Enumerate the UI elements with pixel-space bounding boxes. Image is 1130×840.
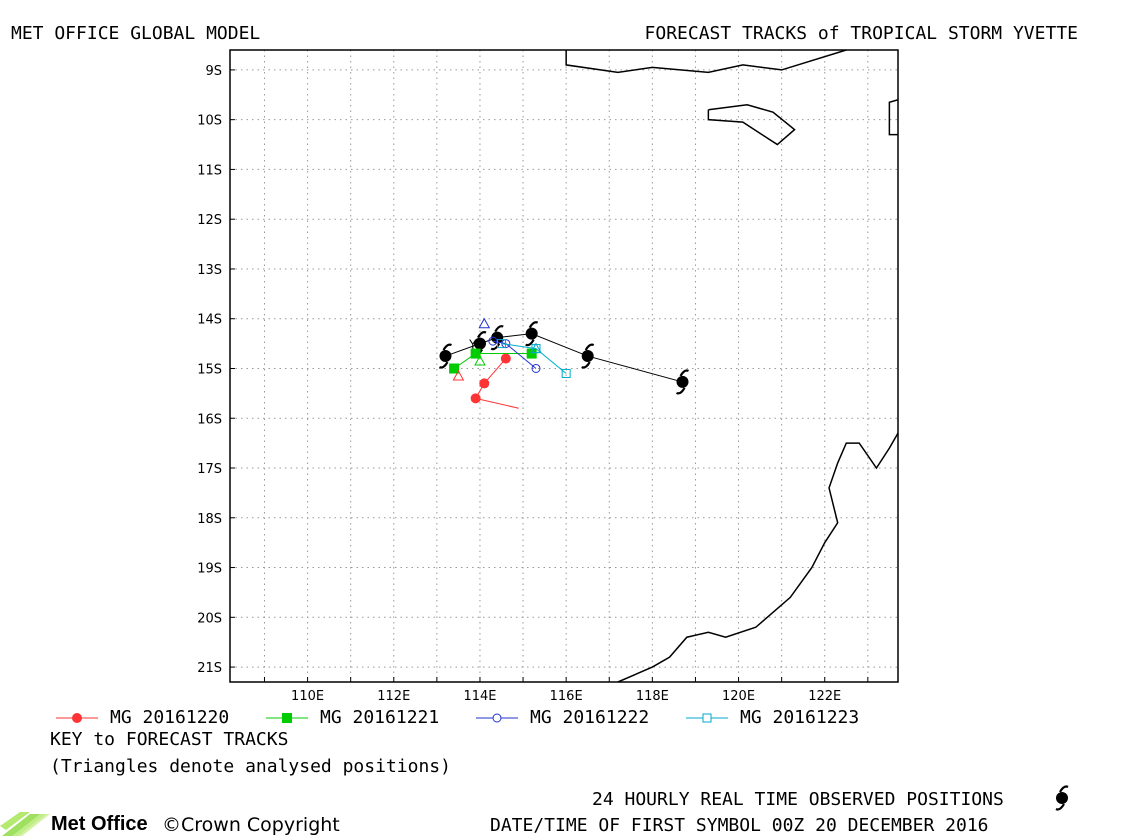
lon-tick-label: 122E [808,689,841,704]
cyclone-symbol-icon [525,321,539,347]
forecast-point [470,348,481,359]
legend-marker [72,713,82,723]
lon-tick-label: 112E [377,689,410,704]
cyclone-arm [679,369,690,377]
legend-marker [282,713,292,723]
cyclone-arm [490,343,501,351]
crown-copyright: ©Crown Copyright [162,814,340,836]
cyclone-core [676,375,689,388]
legend-marker [702,713,712,723]
legend-label-1: MG 20161220 [110,707,230,728]
lat-tick-label: 17S [197,462,222,477]
lat-tick-label: 16S [197,412,222,427]
key-title: KEY to FORECAST TRACKS [50,729,289,750]
lon-tick-label: 114E [463,689,496,704]
lat-tick-label: 9S [205,64,222,79]
cyclone-arm [438,361,449,369]
first-symbol-date: DATE/TIME OF FIRST SYMBOL 00Z 20 DECEMBE… [490,815,989,836]
cyclone-core [473,337,486,350]
forecast-point [497,339,507,349]
analysed-position-triangle [452,369,465,381]
cyclone-core [581,350,594,363]
lat-tick-label: 15S [197,362,222,377]
observed-track-line [445,333,683,383]
legend [56,713,728,723]
cyclone-arm [528,321,539,329]
lat-tick-label: 10S [197,114,222,129]
lat-tick-label: 13S [197,263,222,278]
lon-tick-label: 110E [291,689,324,704]
forecast-track-line [475,397,519,409]
forecast-point [561,368,571,378]
lon-tick-label: 116E [550,689,583,704]
cyclone-arm [477,331,487,339]
forecast-point [531,363,541,373]
cyclone-symbol-icon [676,369,690,395]
model-title: MET OFFICE GLOBAL MODEL [11,23,261,44]
lat-tick-label: 11S [197,163,222,178]
cyclone-symbol-icon [1055,785,1069,811]
analysed-position-triangle [478,317,491,329]
lon-tick-label: 120E [722,689,755,704]
chart-title: FORECAST TRACKS of TROPICAL STORM YVETTE [644,23,1078,44]
observed-track [438,321,690,395]
coastline [617,432,899,683]
forecast-tracks [449,317,571,409]
legend-label-3: MG 20161222 [530,707,650,728]
cyclone-symbol-icon [490,325,504,351]
forecast-point [449,363,460,374]
key-note: (Triangles denote analysed positions) [50,756,451,777]
legend-label-4: MG 20161223 [740,707,860,728]
coastline [888,99,899,136]
forecast-point [479,378,490,389]
analysed-position-triangle [530,342,542,354]
cyclone-core [525,327,538,340]
cyclone-symbol-icon [581,343,595,369]
forecast-point [500,353,511,364]
forecast-track-line [501,343,567,374]
map-grid [230,50,898,682]
lat-tick-label: 21S [197,661,222,676]
cyclone-arm [494,325,504,333]
cyclone-arm [584,343,595,351]
cyclone-core [491,331,504,344]
map-frame [229,49,899,683]
coastline [565,49,847,74]
observed-positions-label: 24 HOURLY REAL TIME OBSERVED POSITIONS [592,789,1004,810]
forecast-point [526,348,537,359]
lat-tick-label: 20S [197,611,222,626]
legend-marker [492,713,502,723]
analysed-position-triangle [474,354,486,366]
legend-label-2: MG 20161221 [320,707,440,728]
coastline [707,103,796,146]
cyclone-arm [676,387,686,395]
coastlines [565,49,899,683]
lat-tick-label: 12S [197,213,222,228]
cyclone-arm [442,343,452,351]
cyclone-arm [525,339,535,347]
lat-tick-label: 14S [197,313,222,328]
storm-label: YV [468,338,485,352]
axis-ticks: 110E 112E 114E 116E 118E 120E 122E 9S 10S 11S 12S 1… [197,64,869,704]
cyclone-symbol-icon [438,343,452,369]
lat-tick-label: 19S [197,562,222,577]
cyclone-arm [581,361,591,369]
met-office-logo-text: Met Office [51,813,148,835]
cyclone-core [439,350,452,363]
lat-tick-label: 18S [197,512,222,527]
lon-tick-label: 118E [636,689,669,704]
forecast-point [470,393,481,404]
met-office-logo-icon [0,812,50,836]
forecast-point [488,336,498,346]
